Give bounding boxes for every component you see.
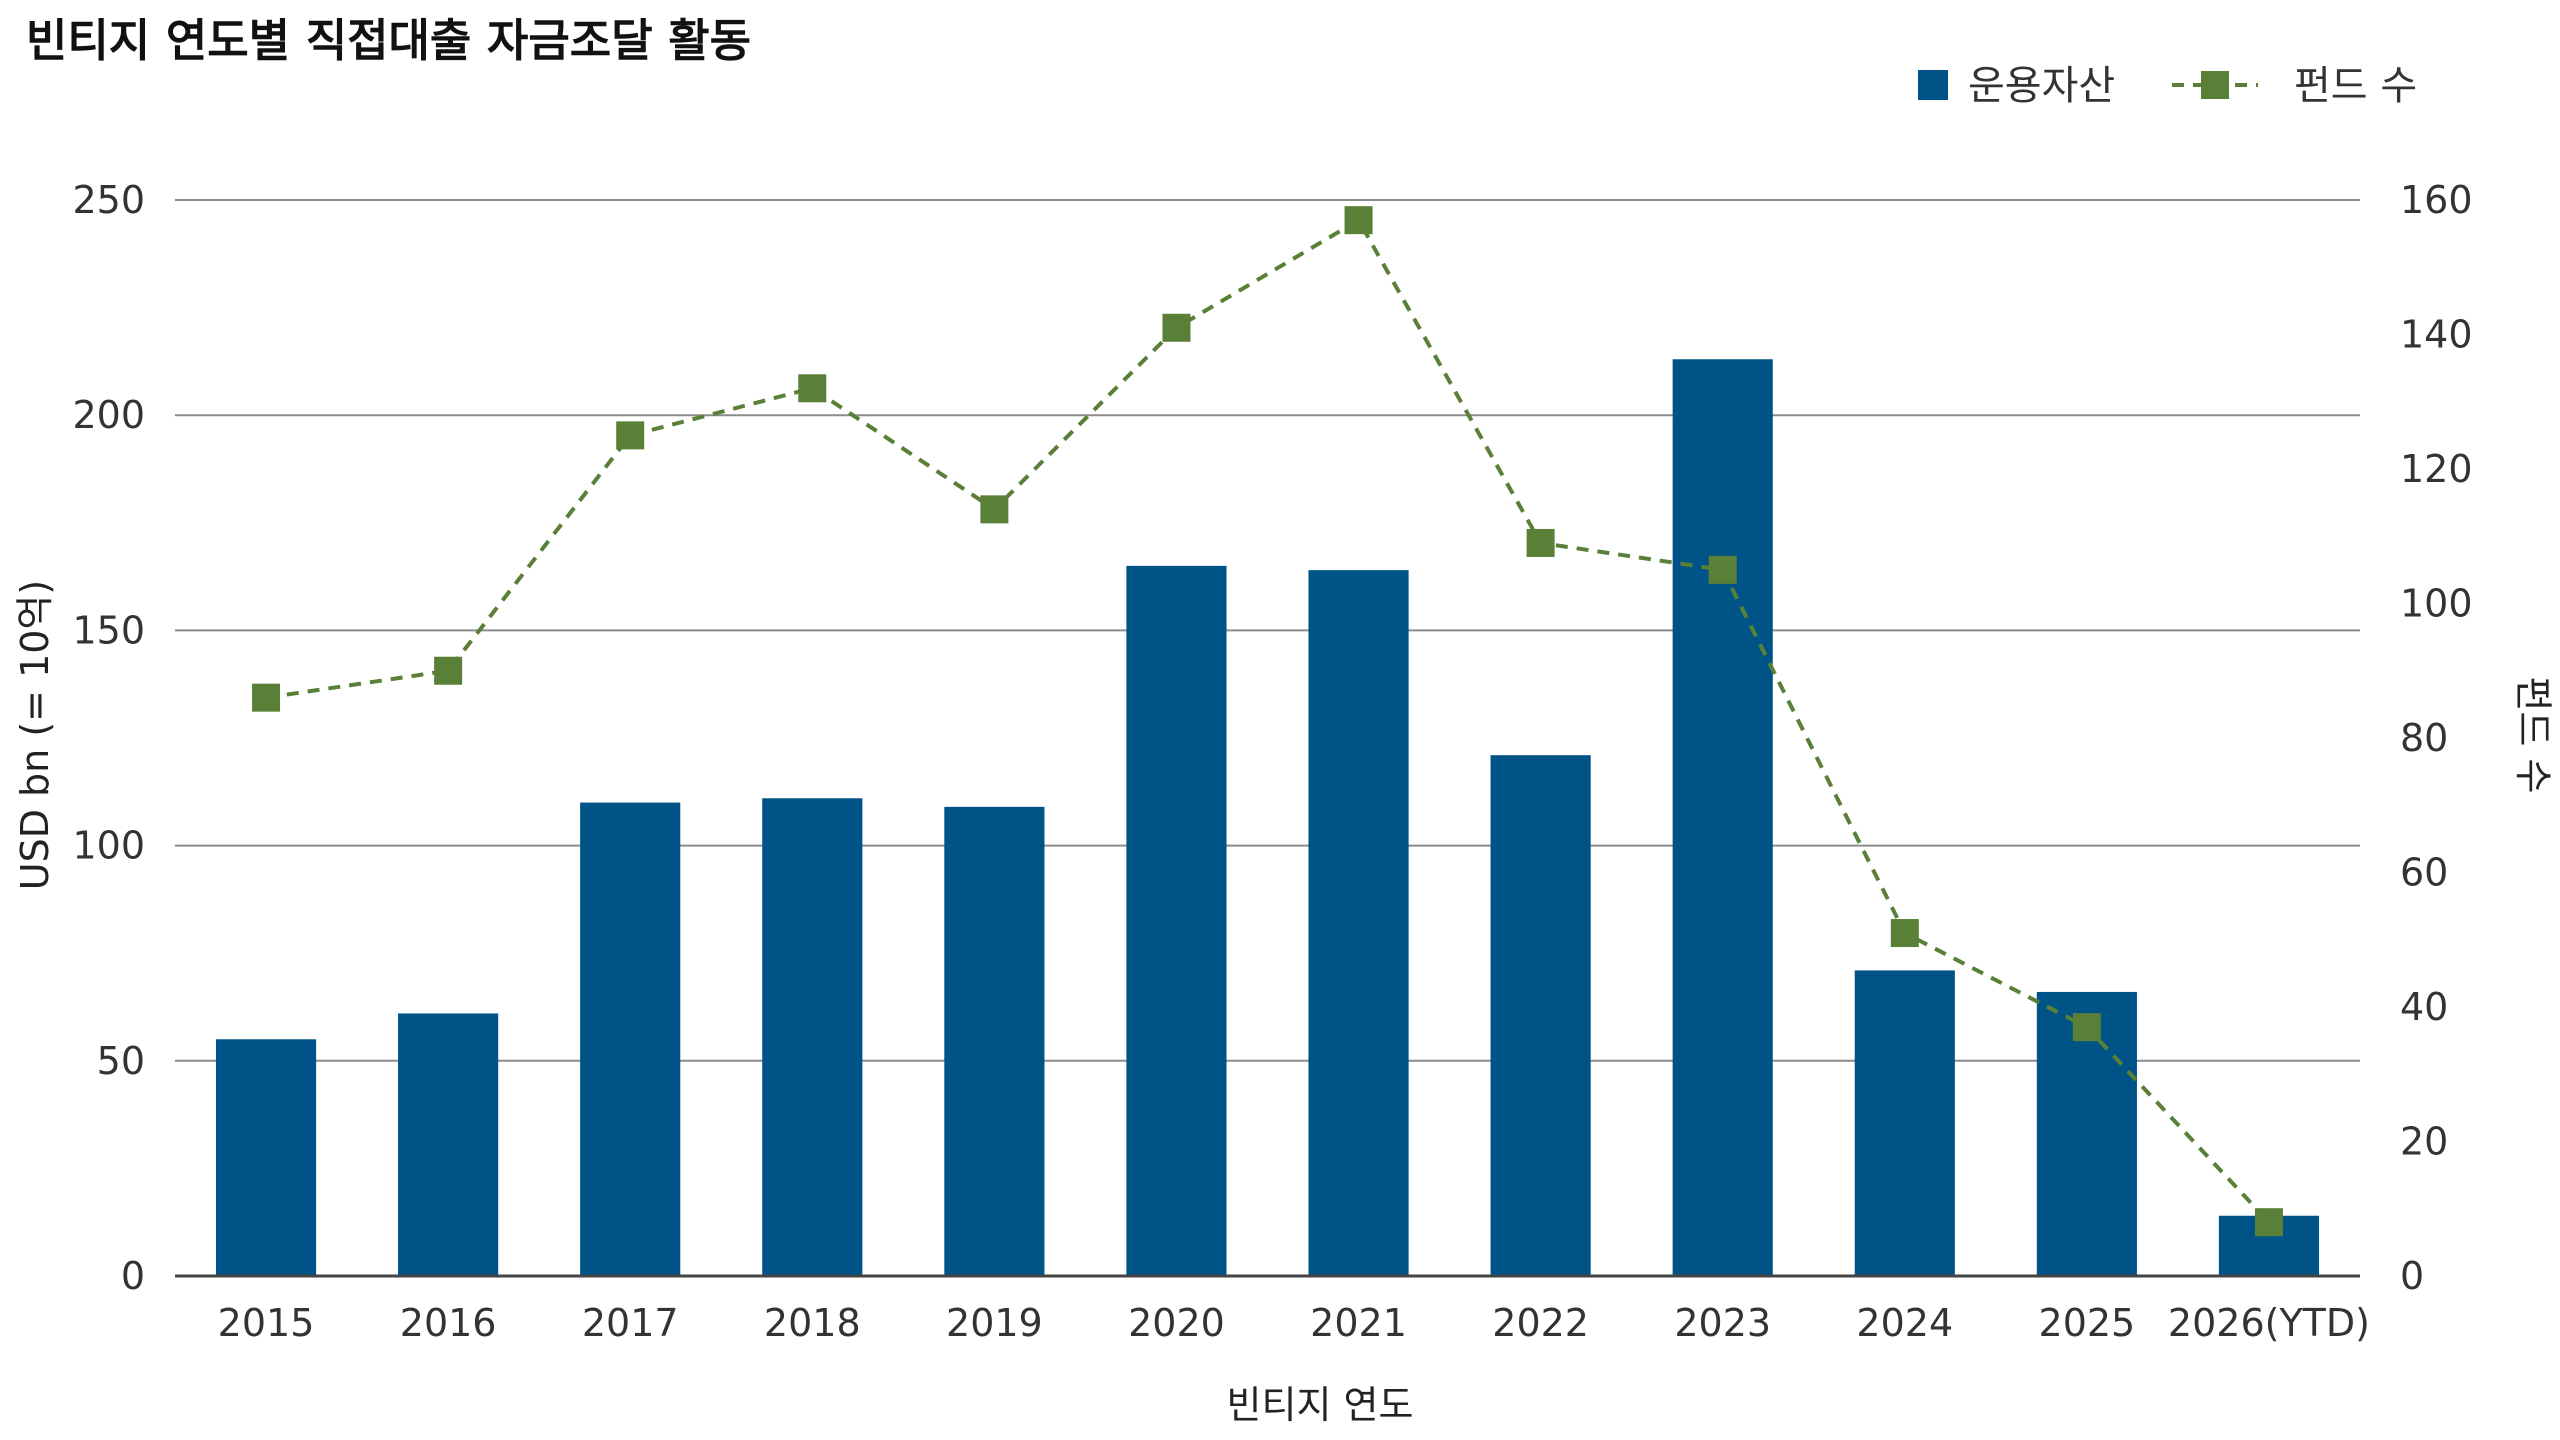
left-axis-ticks: 0 50 100 150 200 250 xyxy=(72,178,145,1298)
y2-tick-label: 40 xyxy=(2400,985,2448,1029)
x-tick-label: 2026(YTD) xyxy=(2168,1301,2370,1345)
line-point xyxy=(2254,1208,2283,1237)
bar xyxy=(580,802,681,1276)
line-point xyxy=(1526,528,1555,557)
line-point xyxy=(980,495,1009,524)
x-tick-label: 2018 xyxy=(764,1301,861,1345)
x-axis-title: 빈티지 연도 xyxy=(1227,1383,1414,1427)
x-tick-label: 2022 xyxy=(1492,1301,1589,1345)
legend-label-funds: 펀드 수 xyxy=(2294,63,2417,109)
x-tick-label: 2017 xyxy=(582,1301,679,1345)
y-tick-label: 50 xyxy=(97,1039,145,1083)
line-point xyxy=(2072,1013,2101,1042)
chart-title: 빈티지 연도별 직접대출 자금조달 활동 xyxy=(26,14,752,67)
y-axis-title: USD bn (= 10억) xyxy=(13,580,57,890)
x-tick-label: 2021 xyxy=(1310,1301,1407,1345)
bar xyxy=(1672,359,1773,1276)
legend-label-aum: 운용자산 xyxy=(1968,63,2115,109)
legend-marker-funds xyxy=(2201,71,2229,99)
line-point xyxy=(1890,919,1919,948)
y2-tick-label: 160 xyxy=(2400,178,2473,222)
y2-tick-label: 0 xyxy=(2400,1254,2424,1298)
y-tick-label: 100 xyxy=(72,824,145,868)
bar xyxy=(1126,565,1227,1276)
line-point xyxy=(1708,555,1737,584)
y2-tick-label: 100 xyxy=(2400,582,2473,626)
y2-tick-label: 140 xyxy=(2400,313,2473,357)
y2-tick-label: 60 xyxy=(2400,851,2448,895)
x-tick-label: 2020 xyxy=(1128,1301,1225,1345)
line-point xyxy=(434,656,463,685)
line-point xyxy=(1162,313,1191,342)
bar xyxy=(1490,755,1591,1276)
x-tick-label: 2025 xyxy=(2039,1301,2136,1345)
bar-series xyxy=(215,359,2320,1276)
bar xyxy=(398,1013,499,1276)
line-point xyxy=(1344,206,1373,235)
series-line xyxy=(265,217,2271,1224)
line-point xyxy=(798,374,827,403)
line-point xyxy=(252,683,281,712)
y-tick-label: 150 xyxy=(72,608,145,652)
y2-tick-label: 120 xyxy=(2400,447,2473,491)
bar xyxy=(1854,970,1955,1276)
y2-axis-title: 펀드 수 xyxy=(2511,677,2555,794)
bar xyxy=(215,1039,317,1276)
x-tick-label: 2016 xyxy=(400,1301,497,1345)
legend-swatch-aum xyxy=(1918,70,1948,100)
line-series xyxy=(252,206,2283,1237)
bar xyxy=(1308,570,1409,1276)
line-point xyxy=(616,421,645,450)
y2-tick-label: 20 xyxy=(2400,1120,2448,1164)
x-tick-label: 2023 xyxy=(1674,1301,1771,1345)
bar xyxy=(944,806,1045,1276)
bar xyxy=(762,798,863,1276)
legend: 운용자산 펀드 수 xyxy=(1918,63,2417,109)
x-tick-label: 2024 xyxy=(1856,1301,1953,1345)
y-tick-label: 250 xyxy=(72,178,145,222)
gridlines xyxy=(175,199,2360,1062)
x-axis-ticks: 2015 2016 2017 2018 2019 2020 2021 2022 2023 2024… xyxy=(218,1301,2370,1345)
y2-tick-label: 80 xyxy=(2400,716,2448,760)
y-tick-label: 0 xyxy=(121,1254,145,1298)
y-tick-label: 200 xyxy=(72,393,145,437)
x-tick-label: 2015 xyxy=(218,1301,315,1345)
right-axis-ticks: 0 20 40 60 80 100 120 140 160 xyxy=(2400,178,2473,1298)
x-tick-label: 2019 xyxy=(946,1301,1043,1345)
